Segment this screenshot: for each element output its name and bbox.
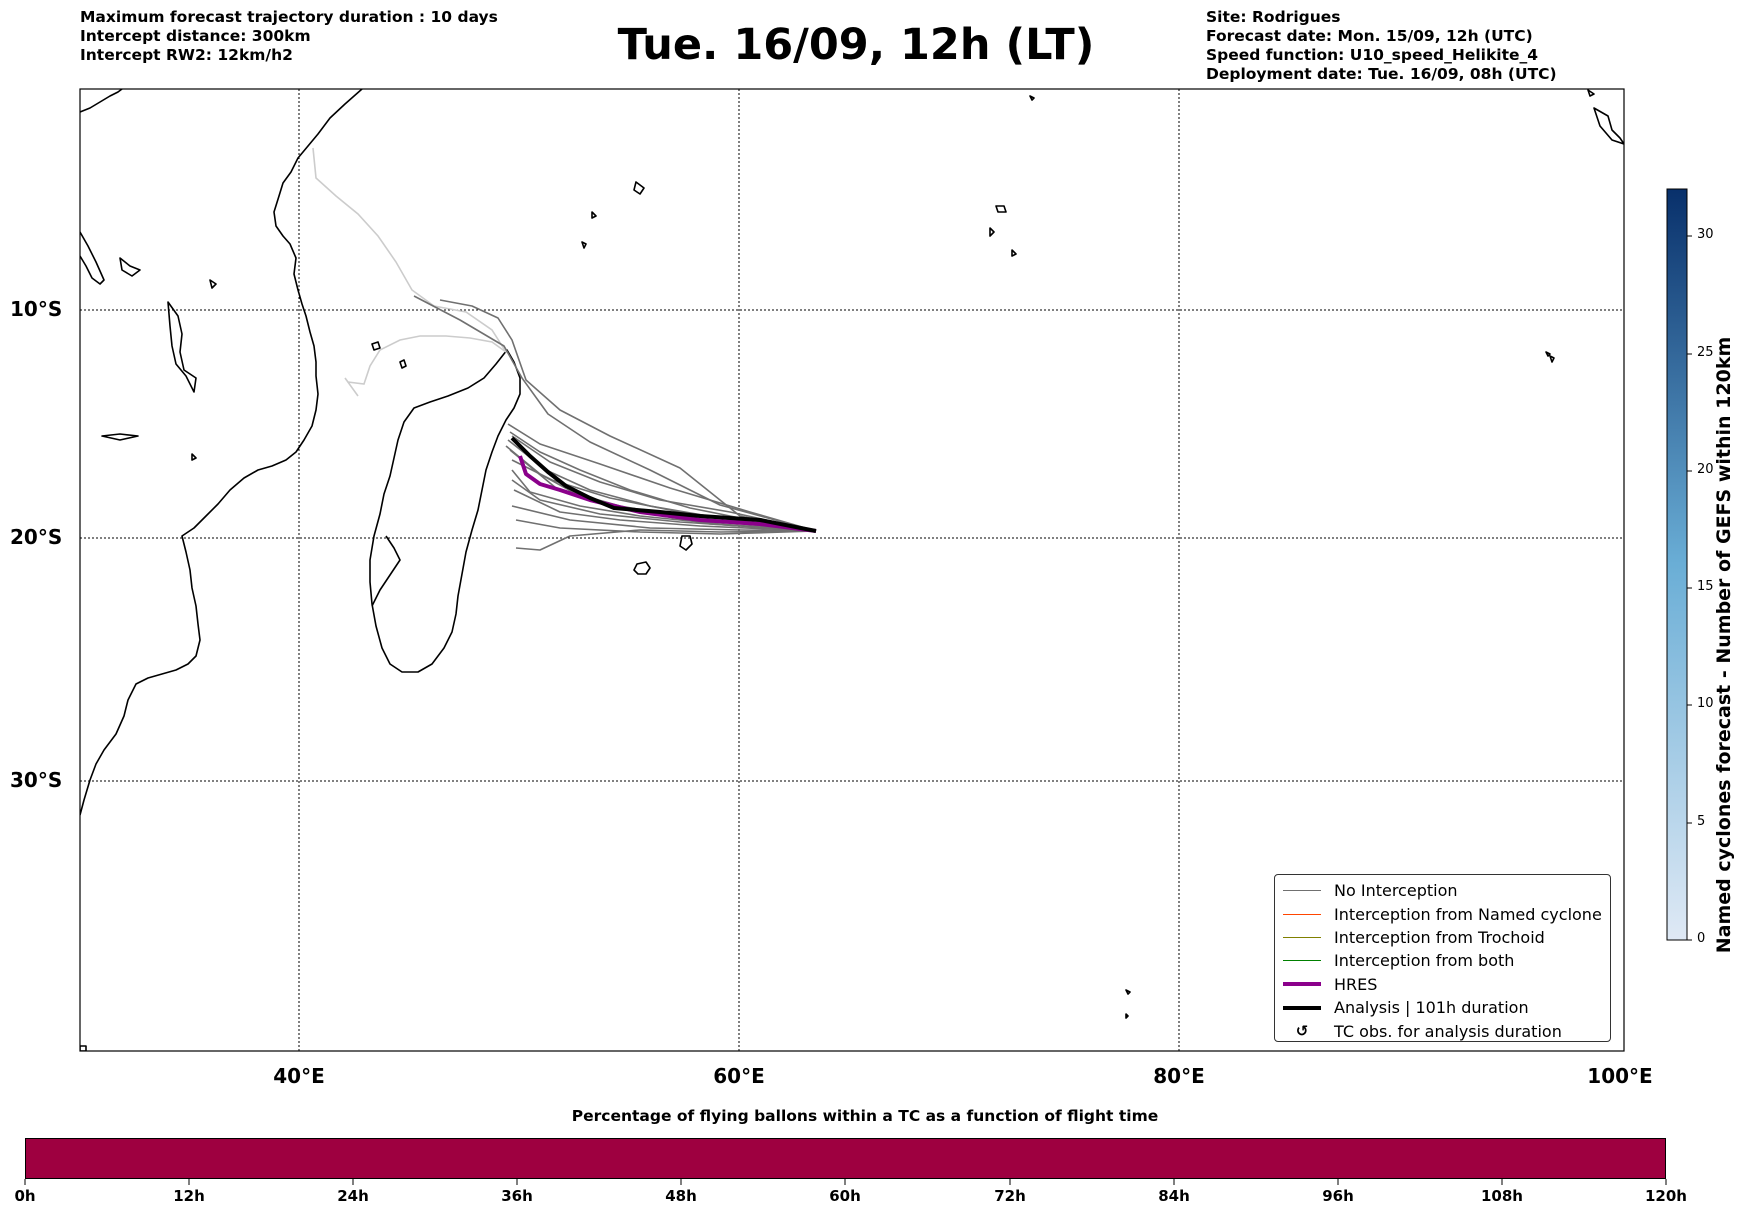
cbar-tick-30: 30 [1697, 227, 1714, 242]
legend-line-no-interception [1283, 890, 1321, 892]
tc-obs-icon: ↺ [1295, 1022, 1309, 1041]
legend-item-hres: HRES [1275, 973, 1610, 996]
info-site: Site: Rodrigues [1206, 8, 1341, 26]
coast-comoros [371, 341, 407, 369]
hbar-tick-96h: 96h [1322, 1187, 1354, 1205]
ballon-colorbar [25, 1138, 1666, 1179]
coast-reunion [633, 561, 651, 575]
coast-africa-east [80, 89, 363, 816]
legend-label: HRES [1334, 974, 1378, 994]
lon-label-60e: 60°E [713, 1064, 765, 1088]
legend-label: Interception from Named cyclone [1334, 904, 1602, 924]
coast-zanzibar [167, 301, 197, 393]
lat-label-20s: 20°S [10, 525, 63, 549]
faded-trajectory-2 [344, 335, 507, 397]
hbar-tick-36h: 36h [501, 1187, 533, 1205]
info-left-block: Maximum forecast trajectory duration : 1… [80, 8, 498, 65]
ensemble-trajectory-2 [413, 295, 817, 532]
lon-label-40e: 40°E [273, 1064, 325, 1088]
coast-seychelles [581, 181, 645, 249]
info-forecast-date: Forecast date: Mon. 15/09, 12h (UTC) [1206, 27, 1533, 45]
analysis-trajectory [510, 436, 817, 533]
legend-item-both: Interception from both [1275, 949, 1610, 972]
ensemble-trajectory-8 [513, 489, 817, 532]
coast-africa-north [80, 89, 123, 285]
legend-label: No Interception [1334, 881, 1458, 901]
cbar-tick-25: 25 [1697, 345, 1714, 360]
ensemble-trajectory-1 [439, 299, 817, 532]
legend-label: Interception from Trochoid [1334, 927, 1545, 947]
legend-item-analysis: Analysis | 101h duration [1275, 996, 1610, 1019]
ensemble-trajectory-13 [515, 519, 817, 535]
ballon-colorbar-title: Percentage of flying ballons within a TC… [571, 1107, 1159, 1125]
hbar-tick-108h: 108h [1481, 1187, 1523, 1205]
hbar-tick-120h: 120h [1645, 1187, 1687, 1205]
coast-amsterdam [1125, 989, 1131, 1019]
hbar-tick-12h: 12h [173, 1187, 205, 1205]
coast-corner [80, 1045, 87, 1051]
legend-label: TC obs. for analysis duration [1334, 1021, 1562, 1041]
info-speed-function: Speed function: U10_speed_Helikite_4 [1206, 46, 1539, 64]
cbar-tick-marks [1687, 235, 1692, 941]
lat-label-30s: 30°S [10, 768, 63, 792]
faded-trajectories [312, 147, 507, 397]
ensemble-trajectory-9 [511, 505, 817, 532]
coastlines [80, 89, 1624, 1051]
info-intercept-rw2: Intercept RW2: 12km/h2 [80, 46, 293, 64]
hbar-tick-84h: 84h [1158, 1187, 1190, 1205]
faded-trajectory-1 [312, 147, 507, 353]
ensemble-trajectory-4 [511, 435, 817, 532]
legend-line-both [1283, 960, 1321, 962]
info-right-block: Site: Rodrigues Forecast date: Mon. 15/0… [1206, 8, 1557, 84]
lat-label-10s: 10°S [10, 297, 63, 321]
legend-label: Interception from both [1334, 951, 1515, 971]
legend-item-named-cyclone: Interception from Named cyclone [1275, 902, 1610, 925]
hbar-tick-24h: 24h [337, 1187, 369, 1205]
cyclone-colorbar-title: Named cyclones forecast - Number of GEFS… [1713, 336, 1735, 954]
info-deployment-date: Deployment date: Tue. 16/09, 08h (UTC) [1206, 65, 1557, 83]
main-title: Tue. 16/09, 12h (LT) [617, 20, 1095, 70]
cbar-tick-10: 10 [1697, 696, 1714, 711]
coast-islands-misc [101, 257, 217, 461]
legend-item-tc-obs: ↺ TC obs. for analysis duration [1275, 1019, 1610, 1042]
legend-item-no-interception: No Interception [1275, 879, 1610, 902]
ensemble-trajectory-14 [515, 529, 817, 551]
hbar-tick-marks [24, 1179, 1667, 1185]
cyclone-colorbar [1666, 188, 1688, 941]
info-max-duration: Maximum forecast trajectory duration : 1… [80, 8, 498, 26]
hbar-tick-72h: 72h [994, 1187, 1026, 1205]
hbar-tick-48h: 48h [665, 1187, 697, 1205]
lon-label-100e: 100°E [1587, 1064, 1653, 1088]
hbar-tick-0h: 0h [14, 1187, 36, 1205]
coast-maldives [1029, 89, 1624, 145]
cbar-tick-15: 15 [1697, 579, 1714, 594]
info-intercept-distance: Intercept distance: 300km [80, 27, 311, 45]
coast-cocos [1545, 351, 1555, 363]
ensemble-trajectory-15 [507, 423, 817, 532]
coast-chagos [989, 205, 1017, 257]
legend-line-trochoid [1283, 936, 1321, 938]
coast-mauritius [679, 535, 693, 551]
coast-madagascar-west [371, 535, 401, 607]
lon-label-80e: 80°E [1153, 1064, 1205, 1088]
hbar-tick-60h: 60h [829, 1187, 861, 1205]
coast-madagascar [369, 349, 521, 673]
legend-label: Analysis | 101h duration [1334, 998, 1529, 1018]
cbar-tick-20: 20 [1697, 462, 1714, 477]
legend-line-analysis [1283, 1005, 1321, 1010]
legend: No Interception Interception from Named … [1274, 874, 1611, 1042]
cbar-tick-5: 5 [1697, 814, 1706, 829]
legend-line-named-cyclone [1283, 913, 1321, 915]
cbar-tick-0: 0 [1697, 931, 1706, 946]
legend-line-hres [1283, 982, 1321, 987]
ensemble-trajectory-10 [511, 479, 817, 532]
legend-item-trochoid: Interception from Trochoid [1275, 926, 1610, 949]
gridlines [80, 89, 1624, 1051]
